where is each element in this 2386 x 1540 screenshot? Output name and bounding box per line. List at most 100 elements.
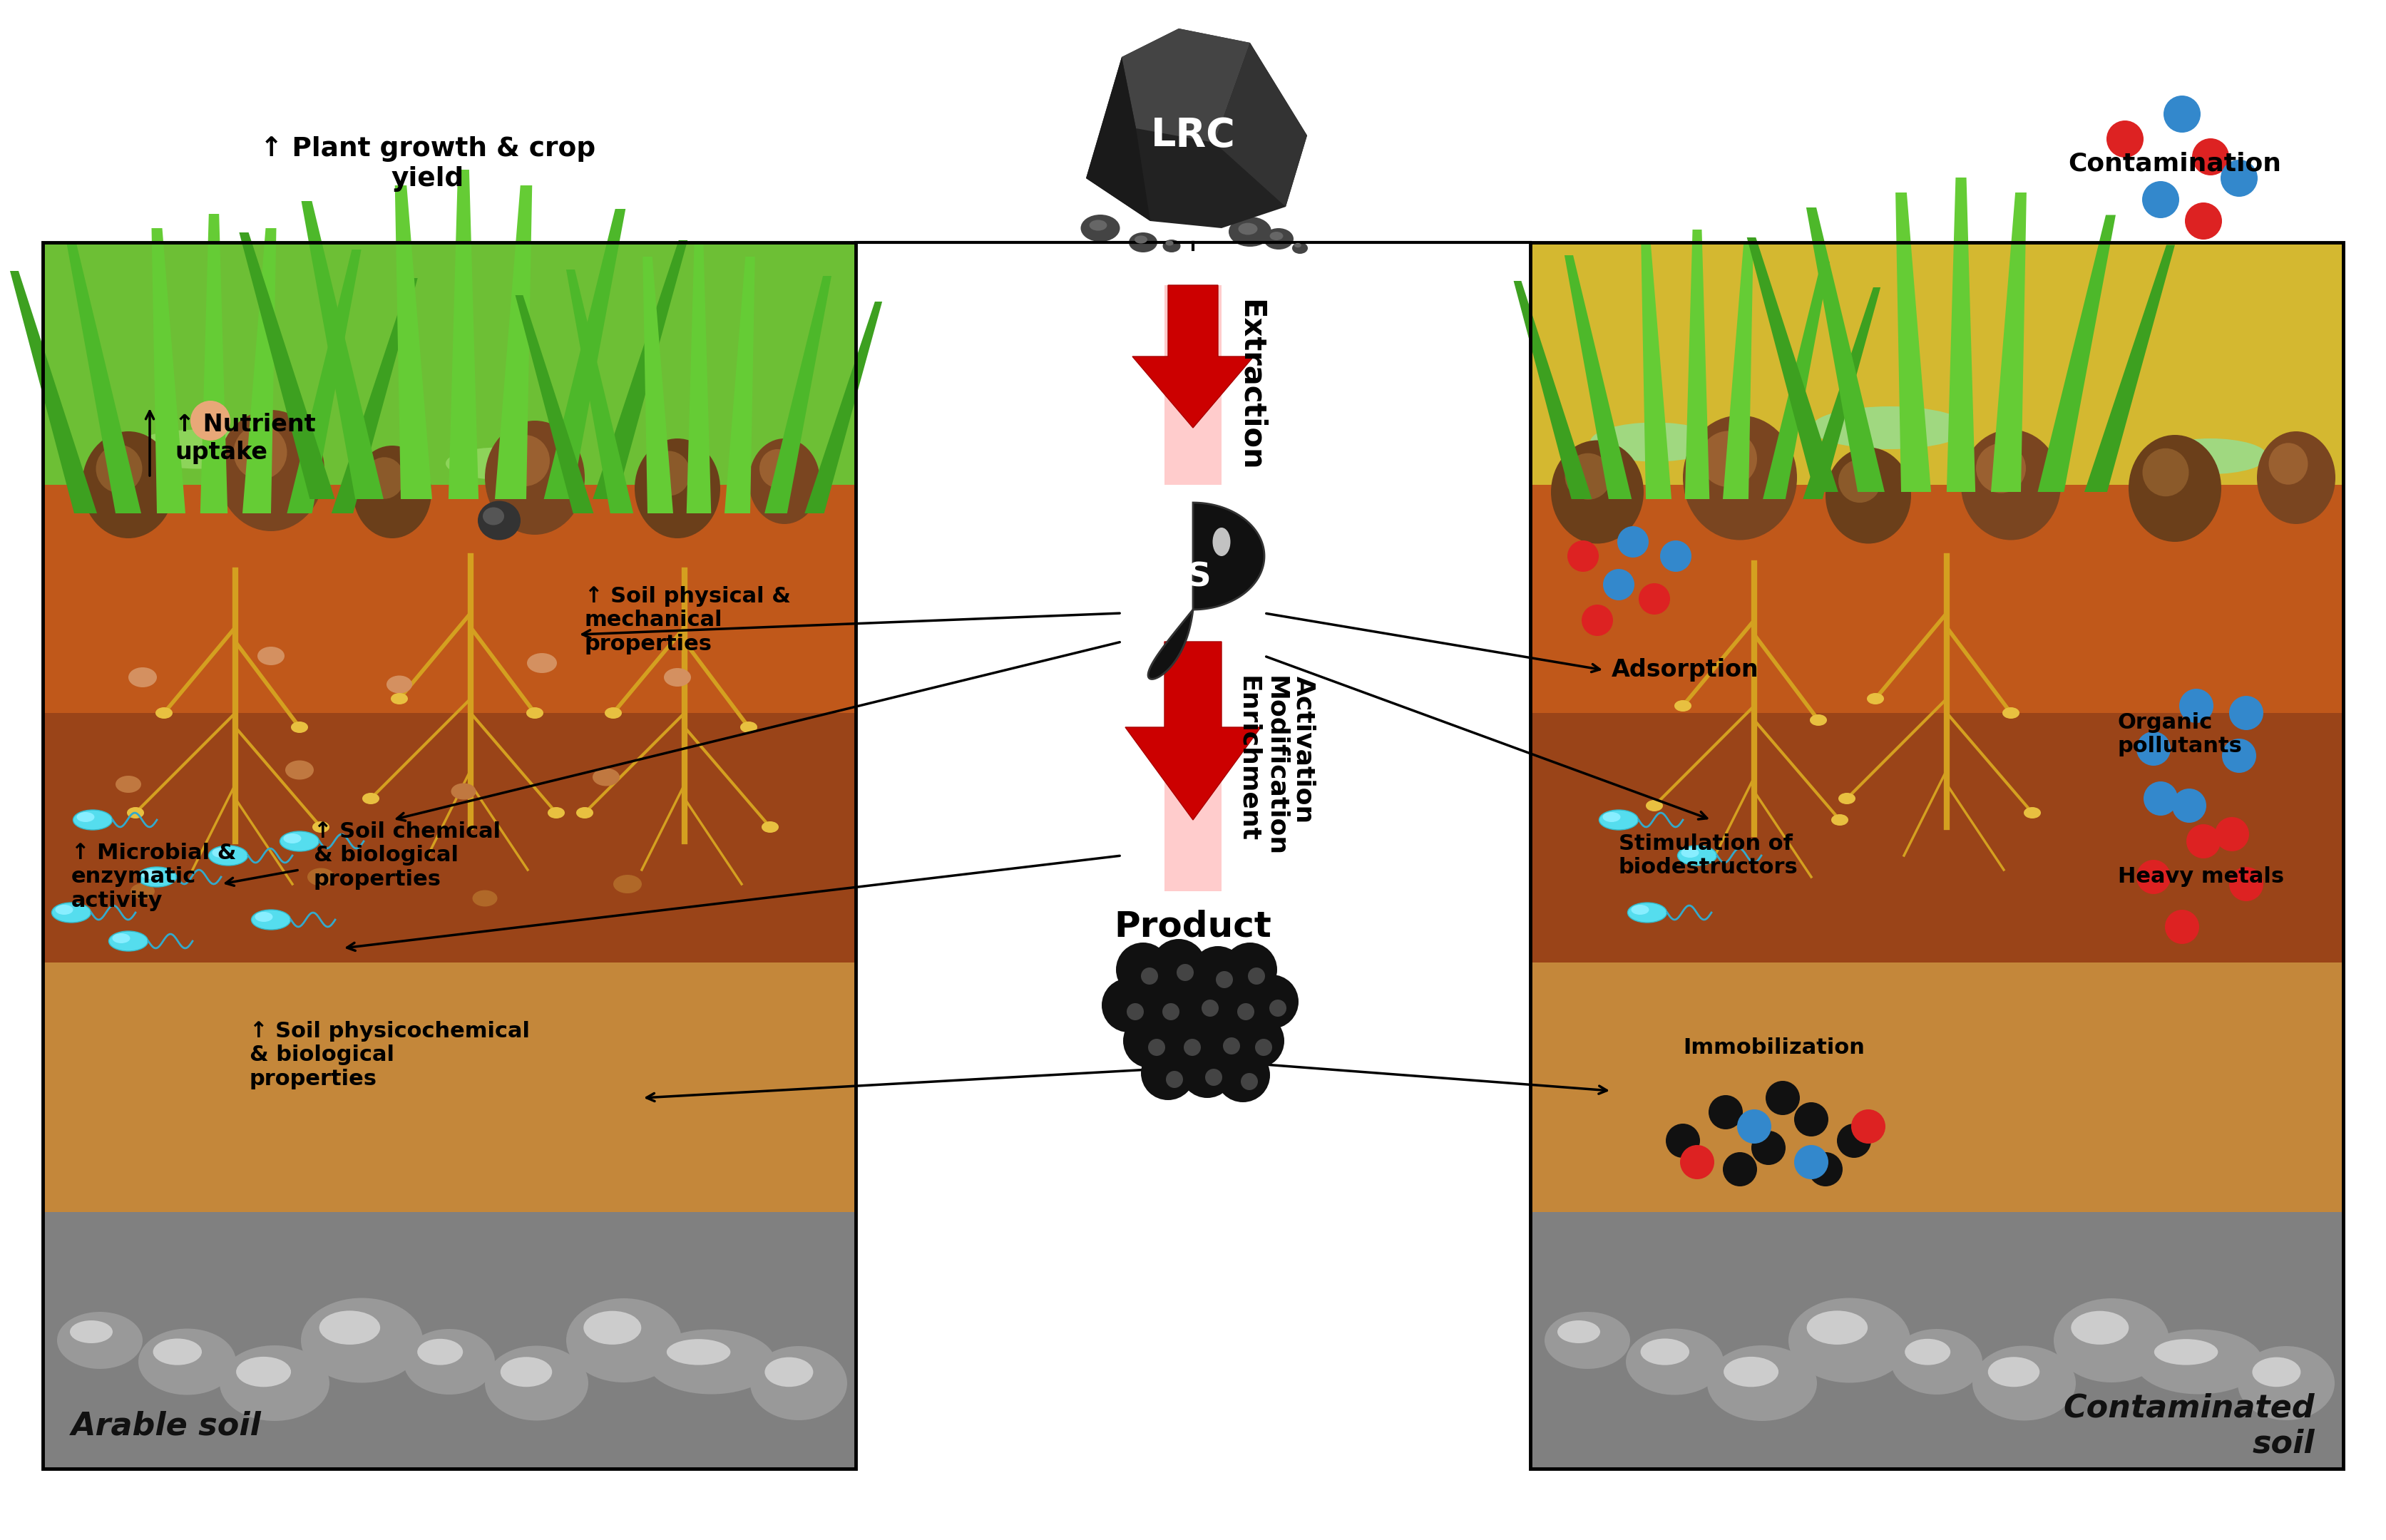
Text: ↑ Microbial &
enzymatic
activity: ↑ Microbial & enzymatic activity bbox=[72, 842, 236, 912]
Circle shape bbox=[2221, 739, 2257, 773]
Ellipse shape bbox=[308, 869, 334, 885]
Ellipse shape bbox=[155, 707, 172, 719]
Ellipse shape bbox=[2002, 707, 2019, 719]
Ellipse shape bbox=[1682, 847, 1699, 858]
Ellipse shape bbox=[1212, 528, 1231, 556]
Circle shape bbox=[1794, 1103, 1828, 1137]
Circle shape bbox=[2186, 824, 2221, 858]
Ellipse shape bbox=[81, 431, 174, 539]
Ellipse shape bbox=[1642, 1338, 1689, 1364]
Circle shape bbox=[1794, 1146, 1828, 1180]
Circle shape bbox=[1708, 1095, 1742, 1129]
Ellipse shape bbox=[1866, 693, 1885, 704]
Ellipse shape bbox=[74, 810, 112, 830]
Text: Contamination: Contamination bbox=[2069, 152, 2281, 176]
Ellipse shape bbox=[2128, 434, 2221, 542]
Ellipse shape bbox=[1675, 701, 1692, 711]
Polygon shape bbox=[43, 962, 857, 1212]
Polygon shape bbox=[1513, 280, 1591, 499]
Ellipse shape bbox=[129, 430, 272, 468]
Circle shape bbox=[1751, 1130, 1785, 1164]
Ellipse shape bbox=[1904, 1338, 1949, 1364]
Ellipse shape bbox=[115, 776, 141, 793]
Polygon shape bbox=[1148, 502, 1265, 679]
Polygon shape bbox=[43, 242, 857, 485]
Ellipse shape bbox=[1551, 440, 1644, 544]
Circle shape bbox=[1167, 1070, 1183, 1087]
Ellipse shape bbox=[1133, 236, 1148, 243]
Ellipse shape bbox=[1558, 1320, 1601, 1343]
Polygon shape bbox=[1723, 242, 1754, 499]
Circle shape bbox=[1809, 1152, 1842, 1186]
Text: HS: HS bbox=[1160, 562, 1212, 593]
Circle shape bbox=[2135, 859, 2171, 895]
Ellipse shape bbox=[477, 500, 520, 541]
Circle shape bbox=[1665, 1124, 1699, 1158]
Circle shape bbox=[1203, 999, 1219, 1016]
Ellipse shape bbox=[604, 707, 623, 719]
Polygon shape bbox=[764, 276, 830, 513]
Circle shape bbox=[1152, 939, 1205, 993]
Text: ↑ Soil chemical
& biological
properties: ↑ Soil chemical & biological properties bbox=[315, 821, 501, 890]
Circle shape bbox=[1582, 605, 1613, 636]
Ellipse shape bbox=[501, 1357, 551, 1388]
Polygon shape bbox=[642, 257, 673, 513]
Ellipse shape bbox=[1830, 815, 1849, 825]
Text: ↑ Plant growth & crop
yield: ↑ Plant growth & crop yield bbox=[260, 137, 596, 191]
Polygon shape bbox=[332, 279, 418, 513]
Ellipse shape bbox=[1603, 812, 1620, 822]
Circle shape bbox=[2135, 732, 2171, 765]
Ellipse shape bbox=[313, 821, 329, 833]
Ellipse shape bbox=[549, 807, 565, 818]
Ellipse shape bbox=[749, 439, 821, 524]
Text: Stimulation of
biodestructors: Stimulation of biodestructors bbox=[1618, 833, 1799, 878]
Circle shape bbox=[1680, 1146, 1713, 1180]
Circle shape bbox=[2143, 781, 2178, 816]
Circle shape bbox=[1141, 1046, 1195, 1100]
Text: Adsorption: Adsorption bbox=[1611, 659, 1758, 682]
Polygon shape bbox=[1685, 229, 1708, 499]
Ellipse shape bbox=[1589, 422, 1718, 462]
Ellipse shape bbox=[208, 845, 248, 865]
Circle shape bbox=[2193, 139, 2229, 176]
Ellipse shape bbox=[212, 847, 229, 858]
Circle shape bbox=[1217, 1049, 1269, 1103]
Ellipse shape bbox=[110, 932, 148, 952]
Ellipse shape bbox=[2071, 1311, 2128, 1344]
Circle shape bbox=[2214, 818, 2250, 852]
Circle shape bbox=[191, 400, 231, 440]
Ellipse shape bbox=[126, 807, 143, 818]
Circle shape bbox=[2164, 95, 2200, 132]
Ellipse shape bbox=[286, 761, 315, 779]
Polygon shape bbox=[1990, 192, 2026, 491]
Ellipse shape bbox=[76, 812, 95, 822]
Ellipse shape bbox=[484, 1346, 589, 1420]
Polygon shape bbox=[1565, 256, 1632, 499]
Polygon shape bbox=[1806, 208, 1885, 491]
Polygon shape bbox=[1642, 242, 1673, 499]
Ellipse shape bbox=[1293, 242, 1308, 254]
Circle shape bbox=[1245, 975, 1298, 1029]
Ellipse shape bbox=[647, 451, 690, 496]
Polygon shape bbox=[1747, 237, 1837, 491]
Ellipse shape bbox=[2155, 1340, 2219, 1364]
Ellipse shape bbox=[2252, 1357, 2300, 1388]
Polygon shape bbox=[243, 228, 277, 513]
Ellipse shape bbox=[131, 884, 155, 899]
Circle shape bbox=[2164, 910, 2200, 944]
Ellipse shape bbox=[1806, 1311, 1868, 1344]
Circle shape bbox=[1248, 967, 1265, 984]
Polygon shape bbox=[1804, 288, 1880, 499]
Ellipse shape bbox=[575, 807, 594, 818]
Polygon shape bbox=[1763, 262, 1830, 499]
Polygon shape bbox=[67, 242, 141, 513]
Polygon shape bbox=[2038, 216, 2116, 491]
Text: Heavy metals: Heavy metals bbox=[2119, 867, 2283, 887]
Ellipse shape bbox=[1973, 1346, 2076, 1420]
Ellipse shape bbox=[291, 722, 308, 733]
Ellipse shape bbox=[1081, 214, 1119, 242]
Circle shape bbox=[1269, 999, 1286, 1016]
Ellipse shape bbox=[2257, 431, 2336, 524]
Circle shape bbox=[2171, 788, 2207, 822]
Ellipse shape bbox=[391, 693, 408, 704]
